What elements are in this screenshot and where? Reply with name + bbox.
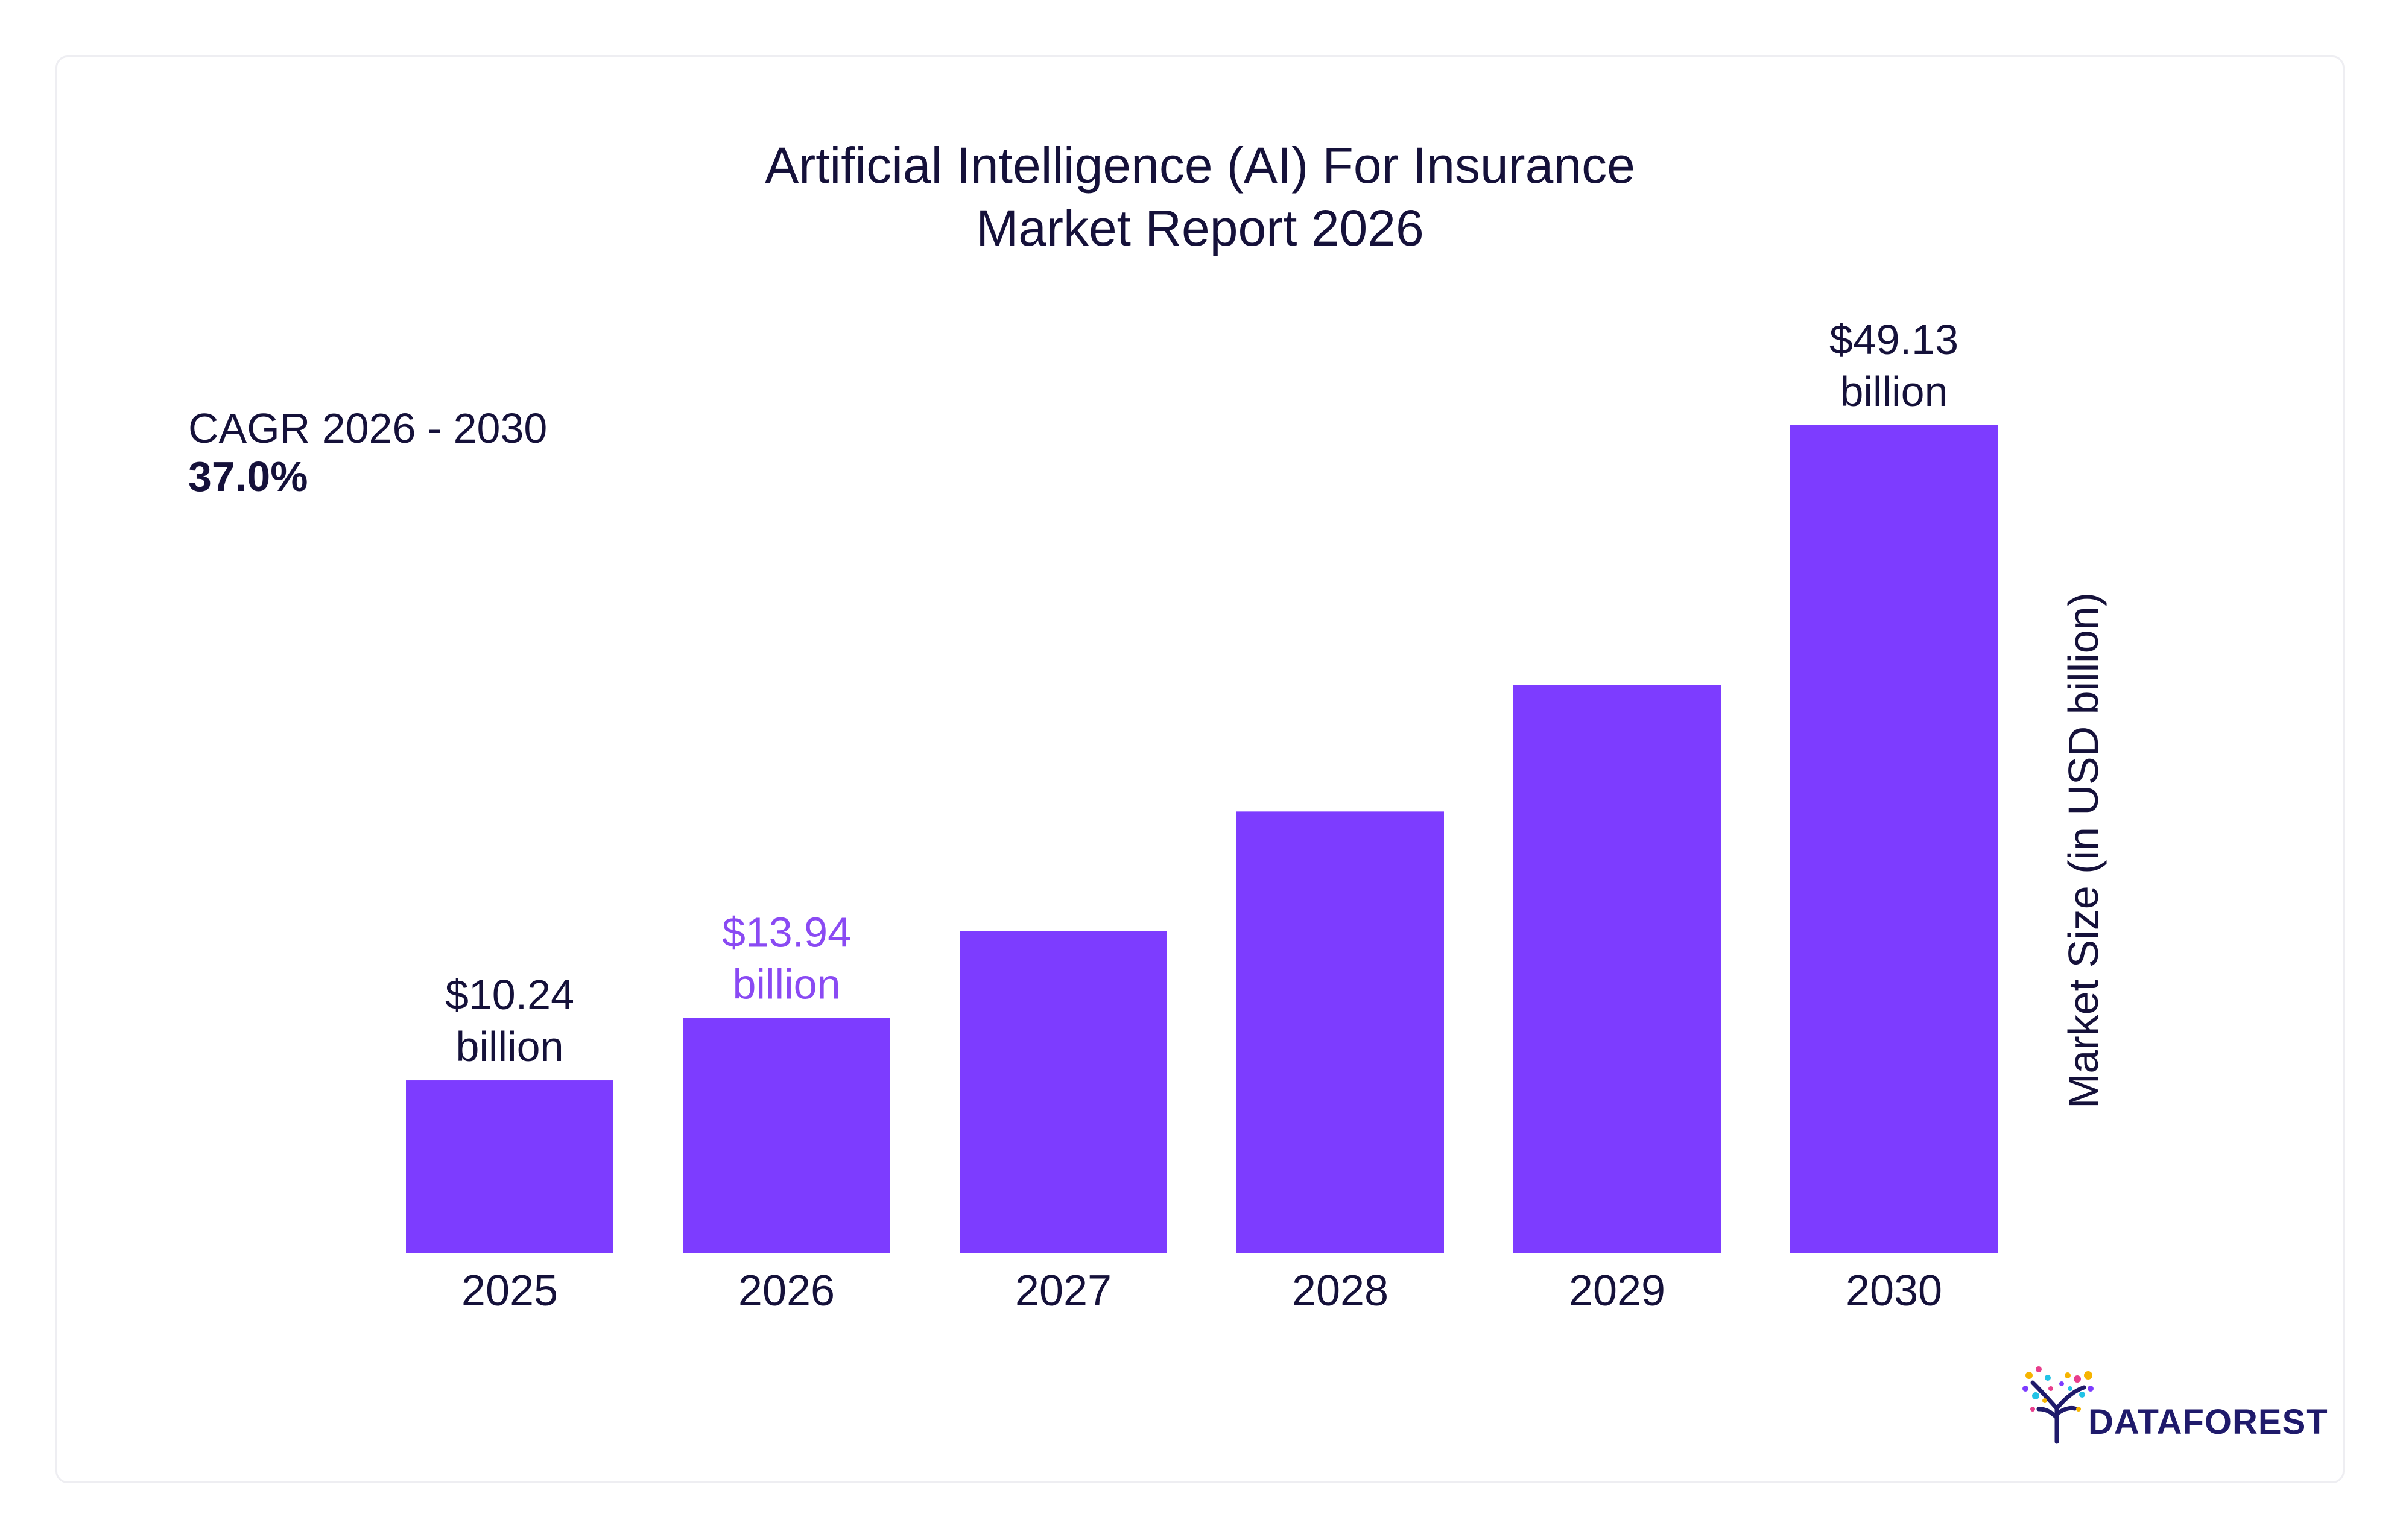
bar-2026	[683, 1018, 890, 1253]
cagr-label: CAGR 2026 - 2030	[188, 405, 548, 452]
bar-2028	[1236, 811, 1444, 1253]
data-label-unit: billion	[456, 1023, 564, 1070]
data-label-value: $49.13	[1829, 316, 1958, 363]
x-tick-label: 2027	[1015, 1267, 1112, 1315]
data-label-unit: billion	[733, 961, 841, 1008]
chart-title-line-1: Artificial Intelligence (AI) For Insuran…	[765, 137, 1635, 194]
x-tick-label: 2025	[461, 1267, 558, 1315]
x-tick-label: 2028	[1292, 1267, 1388, 1315]
bar-2029	[1513, 685, 1721, 1253]
x-tick-label: 2026	[738, 1267, 835, 1315]
data-label-unit: billion	[1840, 368, 1948, 415]
bar-2025	[406, 1080, 613, 1253]
cagr-value: 37.0%	[188, 453, 308, 500]
chart-title: Artificial Intelligence (AI) For Insuran…	[0, 134, 2400, 259]
y-axis-label: Market Size (in USD billion)	[2060, 592, 2107, 1109]
data-label-value: $13.94	[722, 909, 851, 956]
chart-title-line-2: Market Report 2026	[976, 200, 1424, 256]
tree-logo-icon	[2022, 1366, 2094, 1444]
x-tick-label: 2030	[1846, 1267, 1942, 1315]
cagr-annotation: CAGR 2026 - 2030 37.0%	[188, 404, 547, 501]
x-tick-label: 2029	[1569, 1267, 1665, 1315]
bar-2027	[960, 931, 1167, 1253]
dataforest-logo: DATAFOREST	[2015, 1351, 2328, 1448]
data-label-value: $10.24	[445, 971, 574, 1018]
bar-2030	[1790, 425, 1998, 1253]
logo-text: DATAFOREST	[2088, 1402, 2328, 1442]
